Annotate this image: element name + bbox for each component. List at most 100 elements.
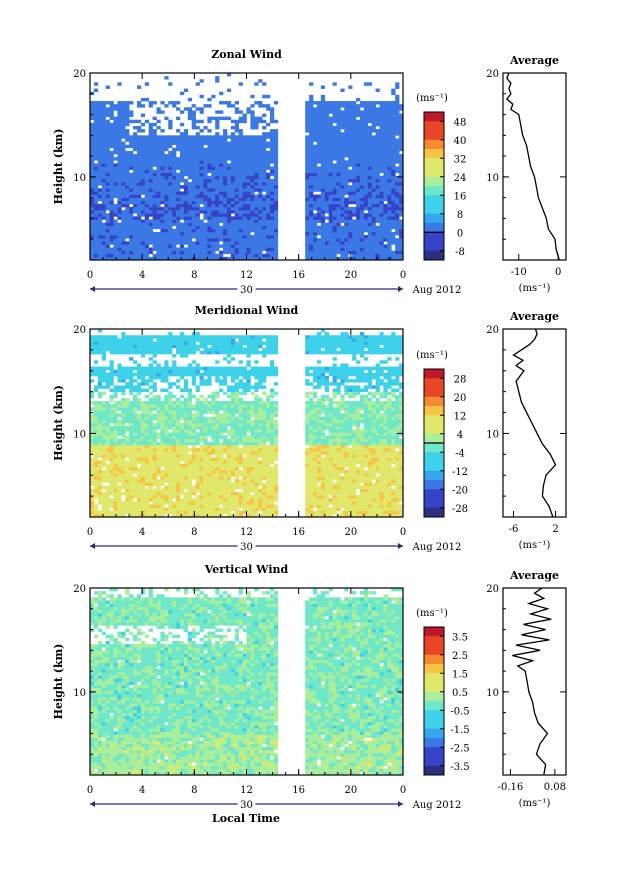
colorbar-swatch xyxy=(424,470,444,481)
colorbar-swatch xyxy=(424,673,444,683)
x-tick-label: 16 xyxy=(292,270,305,281)
panel-2: Meridional Wind 10 20 Height (km) 0 4 8 12 16 20 0… xyxy=(52,304,567,553)
colorbar-swatch xyxy=(424,167,444,178)
y-axis-label: Height (km) xyxy=(52,644,65,720)
x-tick-label: 16 xyxy=(292,527,305,538)
colorbar-swatch xyxy=(424,387,444,398)
colorbar: 48 40 32 24 16 8 0 -8 (ms⁻¹) xyxy=(416,93,467,261)
x-tick-label: 4 xyxy=(139,785,145,796)
average-title: Average xyxy=(509,54,559,67)
colorbar-swatch xyxy=(424,424,444,435)
heatmap-cells xyxy=(90,73,404,261)
panel-title: Vertical Wind xyxy=(204,563,289,576)
panel-title: Meridional Wind xyxy=(195,304,299,317)
average-y-tick-label: 20 xyxy=(486,69,499,80)
colorbar-swatch xyxy=(424,443,444,453)
colorbar-swatch xyxy=(424,369,444,379)
colorbar-swatch xyxy=(424,176,444,187)
colorbar-swatch xyxy=(424,139,444,150)
colorbar-tick-label: 24 xyxy=(454,173,467,184)
colorbar-tick-label: 0.5 xyxy=(452,688,468,699)
x-tick-label: 0 xyxy=(87,785,93,796)
colorbar-tick-label: 2.5 xyxy=(452,651,468,662)
average-title: Average xyxy=(509,569,559,582)
colorbar-swatch xyxy=(424,130,444,141)
colorbar-tick-label: 32 xyxy=(454,154,467,165)
day-bar-arrow-right xyxy=(398,286,403,292)
average-panel: Average 10 20 -0.16 0.08 (ms⁻¹) xyxy=(486,569,567,809)
colorbar-frame xyxy=(423,626,445,776)
colorbar-tick-label: -1.5 xyxy=(450,725,469,736)
x-tick-label: 16 xyxy=(292,785,305,796)
average-profile-line xyxy=(512,587,552,776)
average-x-tick-label: -10 xyxy=(511,267,527,278)
colorbar-tick-label: 3.5 xyxy=(452,632,468,643)
y-tick-label: 10 xyxy=(73,173,86,184)
x-tick-label: 8 xyxy=(191,270,197,281)
day-label-bg xyxy=(237,283,256,294)
colorbar-tick-label: 8 xyxy=(457,210,463,221)
colorbar-swatch xyxy=(424,406,444,416)
day-label: 30 xyxy=(240,285,253,296)
x-tick-label: 12 xyxy=(240,527,253,538)
heatmap-cells xyxy=(90,329,404,518)
x-tick-label: 0 xyxy=(400,785,406,796)
average-frame xyxy=(502,72,567,261)
colorbar-swatch xyxy=(424,250,444,261)
colorbar-frame xyxy=(423,111,445,261)
colorbar-swatch xyxy=(424,480,444,490)
colorbar-tick-label: -28 xyxy=(452,504,468,515)
colorbar-tick-label: -12 xyxy=(452,467,468,478)
colorbar-tick-label: 16 xyxy=(454,191,467,202)
y-tick-label: 20 xyxy=(73,584,86,595)
colorbar-tick-label: -20 xyxy=(452,485,468,496)
colorbar-tick-label: 4 xyxy=(457,430,463,441)
colorbar-swatch xyxy=(424,636,444,646)
colorbar-label: (ms⁻¹) xyxy=(416,93,448,104)
day-label: 30 xyxy=(240,542,253,553)
x-tick-label: 8 xyxy=(191,785,197,796)
colorbar-swatch xyxy=(424,765,444,776)
day-bar-arrow-left xyxy=(90,543,95,549)
colorbar-swatch xyxy=(424,433,444,444)
y-tick-label: 10 xyxy=(73,429,86,440)
average-y-tick-label: 20 xyxy=(486,325,499,336)
colorbar-swatch xyxy=(424,195,444,205)
colorbar-swatch xyxy=(424,112,444,122)
average-profile-line xyxy=(512,328,557,518)
colorbar-swatch xyxy=(424,213,444,224)
x-tick-label: 20 xyxy=(344,270,357,281)
average-x-tick-label: 0 xyxy=(555,267,561,278)
colorbar-tick-label: -3.5 xyxy=(450,762,469,773)
colorbar-swatch xyxy=(424,378,444,388)
x-tick-label: 12 xyxy=(240,270,253,281)
x-tick-label: 4 xyxy=(139,270,145,281)
colorbar-swatch xyxy=(424,461,444,472)
y-tick-label: 10 xyxy=(73,688,86,699)
colorbar-swatch xyxy=(424,710,444,720)
date-label: Aug 2012 xyxy=(412,542,462,553)
average-y-tick-label: 10 xyxy=(486,429,499,440)
heatmap-cells xyxy=(90,588,404,776)
average-x-label: (ms⁻¹) xyxy=(519,283,551,294)
y-axis-label: Height (km) xyxy=(52,385,65,461)
x-tick-label: 0 xyxy=(87,270,93,281)
day-bar-arrow-left xyxy=(90,286,95,292)
colorbar-tick-label: 12 xyxy=(454,411,467,422)
colorbar-label: (ms⁻¹) xyxy=(416,350,448,361)
average-panel: Average 10 20 -10 0 (ms⁻¹) xyxy=(486,54,567,294)
day-label-bg xyxy=(237,540,256,551)
colorbar-swatch xyxy=(424,738,444,748)
colorbar-label: (ms⁻¹) xyxy=(416,608,448,619)
colorbar-swatch xyxy=(424,452,444,462)
colorbar-tick-label: -4 xyxy=(455,448,465,459)
day-label: 30 xyxy=(240,800,253,811)
colorbar-swatch xyxy=(424,489,444,499)
colorbar-swatch xyxy=(424,415,444,425)
average-y-tick-label: 20 xyxy=(486,584,499,595)
average-panel: Average 10 20 -6 2(ms⁻¹) xyxy=(486,310,567,551)
colorbar-swatch xyxy=(424,507,444,518)
colorbar-swatch xyxy=(424,645,444,656)
colorbar-tick-label: -8 xyxy=(455,247,465,258)
